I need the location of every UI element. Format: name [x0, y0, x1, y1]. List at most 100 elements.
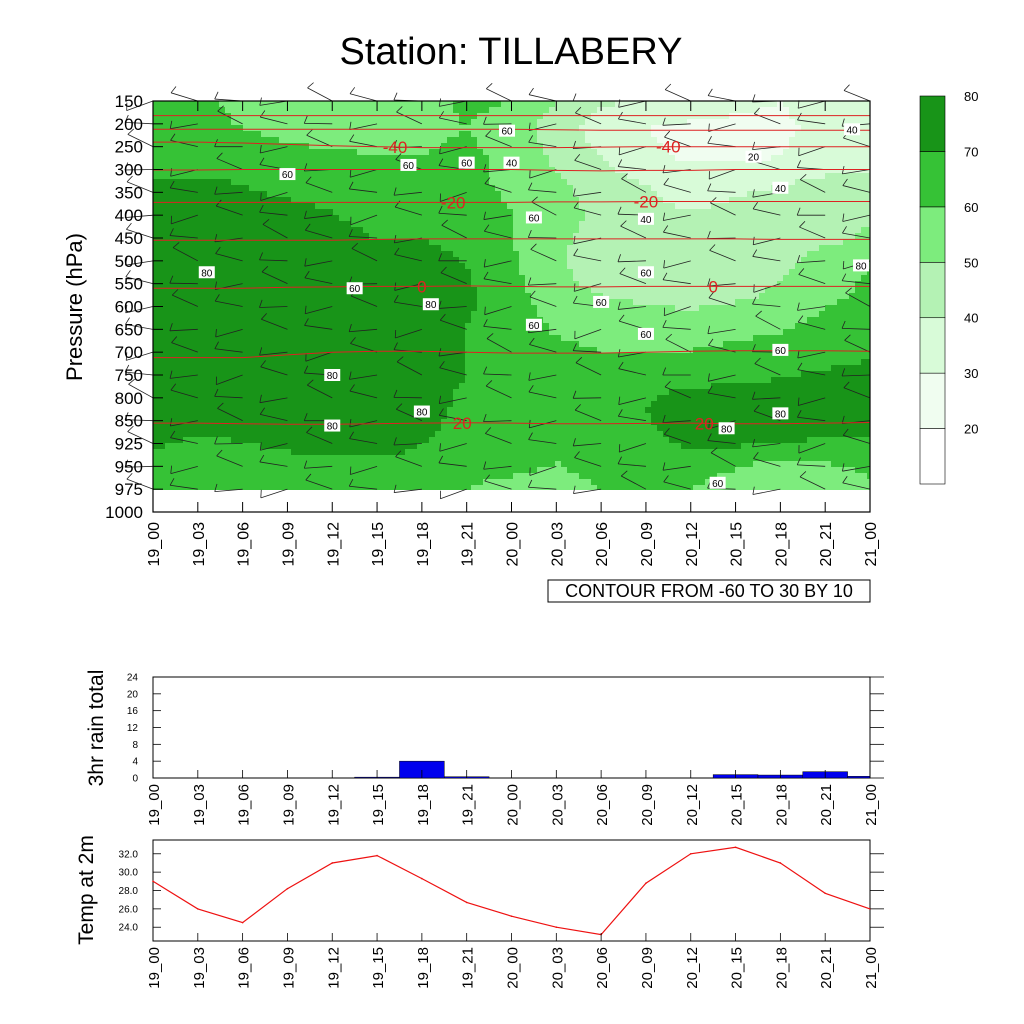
shade-cell — [657, 281, 664, 288]
shade-cell — [807, 161, 814, 168]
shade-cell — [507, 137, 514, 144]
shade-cell — [321, 119, 328, 126]
shade-cell — [783, 251, 790, 258]
shade-cell — [381, 137, 388, 144]
shade-cell — [495, 293, 502, 300]
shade-cell — [585, 251, 592, 258]
shade-cell — [447, 179, 454, 186]
shade-cell — [177, 173, 184, 180]
shade-cell — [465, 287, 472, 294]
shade-cell — [435, 107, 442, 114]
shade-cell — [513, 125, 520, 132]
shade-cell — [225, 125, 232, 132]
shade-cell — [171, 311, 178, 318]
shade-cell — [303, 149, 310, 156]
shade-cell — [375, 311, 382, 318]
shade-cell — [789, 155, 796, 162]
shade-cell — [513, 227, 520, 234]
shade-cell — [531, 251, 538, 258]
shade-cell — [357, 179, 364, 186]
shade-cell — [291, 293, 298, 300]
shade-cell — [585, 143, 592, 150]
shade-cell — [159, 185, 166, 192]
shade-cell — [399, 269, 406, 276]
shade-cell — [861, 149, 868, 156]
shade-cell — [795, 107, 802, 114]
shade-cell — [249, 197, 256, 204]
shade-cell — [573, 293, 580, 300]
shade-cell — [837, 341, 844, 348]
shade-cell — [657, 161, 664, 168]
shade-cell — [303, 245, 310, 252]
shade-cell — [549, 101, 556, 108]
shade-cell — [249, 251, 256, 258]
shade-cell — [789, 311, 796, 318]
shade-cell — [855, 239, 862, 246]
shade-cell — [843, 215, 850, 222]
shade-cell — [573, 113, 580, 120]
shade-cell — [807, 179, 814, 186]
shade-cell — [357, 239, 364, 246]
shade-cell — [339, 125, 346, 132]
shade-cell — [555, 179, 562, 186]
shade-cell — [813, 227, 820, 234]
shade-cell — [237, 155, 244, 162]
shade-cell — [789, 107, 796, 114]
shade-cell — [693, 107, 700, 114]
shade-cell — [483, 275, 490, 282]
shade-cell — [747, 221, 754, 228]
shade-cell — [471, 329, 478, 336]
shade-cell — [819, 221, 826, 228]
shade-cell — [501, 101, 508, 108]
shade-cell — [861, 275, 868, 282]
shade-cell — [651, 287, 658, 294]
shade-cell — [417, 191, 424, 198]
shade-cell — [435, 119, 442, 126]
shade-cell — [159, 245, 166, 252]
shade-cell — [645, 317, 652, 324]
shade-cell — [321, 335, 328, 342]
shade-cell — [153, 197, 160, 204]
shade-cell — [267, 209, 274, 216]
shade-cell — [831, 233, 838, 240]
shade-cell — [555, 209, 562, 216]
shade-cell — [651, 257, 658, 264]
shade-cell — [249, 323, 256, 330]
shade-cell — [195, 269, 202, 276]
shade-cell — [729, 227, 736, 234]
shade-cell — [273, 179, 280, 186]
shade-cell — [507, 239, 514, 246]
shade-cell — [285, 125, 292, 132]
shade-cell — [717, 119, 724, 126]
shade-cell — [273, 287, 280, 294]
shade-cell — [447, 119, 454, 126]
shade-cell — [777, 191, 784, 198]
shade-cell — [621, 335, 628, 342]
shade-cell — [165, 125, 172, 132]
shade-cell — [549, 239, 556, 246]
shade-cell — [357, 275, 364, 282]
shade-cell — [459, 221, 466, 228]
shade-cell — [333, 161, 340, 168]
shade-cell — [399, 341, 406, 348]
shade-cell — [213, 251, 220, 258]
shade-cell — [177, 323, 184, 330]
shade-cell — [687, 161, 694, 168]
shade-cell — [663, 305, 670, 312]
shade-cell — [375, 137, 382, 144]
shade-cell — [603, 155, 610, 162]
shade-cell — [543, 221, 550, 228]
shade-cell — [255, 131, 262, 138]
shade-cell — [549, 221, 556, 228]
shade-cell — [705, 245, 712, 252]
shade-cell — [537, 131, 544, 138]
shade-cell — [573, 143, 580, 150]
shade-cell — [753, 251, 760, 258]
shade-cell — [825, 305, 832, 312]
shade-cell — [387, 305, 394, 312]
shade-cell — [795, 245, 802, 252]
shade-cell — [285, 239, 292, 246]
shade-cell — [579, 269, 586, 276]
shade-cell — [549, 317, 556, 324]
shade-cell — [429, 257, 436, 264]
